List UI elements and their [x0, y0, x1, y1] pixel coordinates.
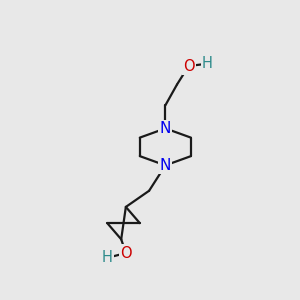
Text: N: N [160, 121, 171, 136]
Text: O: O [120, 246, 132, 261]
Text: N: N [160, 158, 171, 173]
Text: H: H [202, 56, 213, 71]
Text: H: H [102, 250, 113, 265]
Text: O: O [183, 58, 194, 74]
